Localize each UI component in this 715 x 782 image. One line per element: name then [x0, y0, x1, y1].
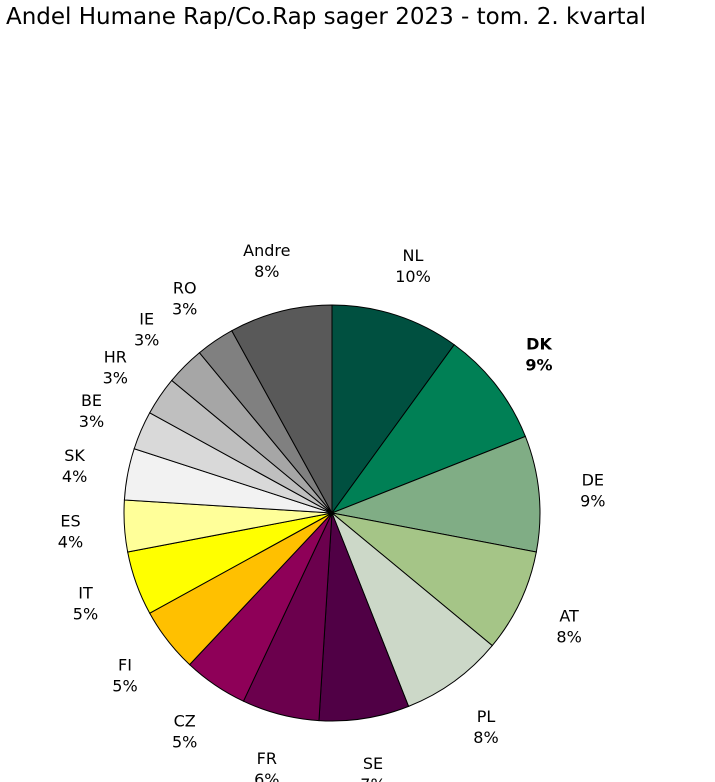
- slice-label-nl: NL 10%: [395, 246, 431, 286]
- slice-value: 3%: [79, 412, 104, 431]
- slice-name: FI: [118, 656, 132, 675]
- slice-label-at: AT 8%: [556, 607, 581, 647]
- slice-value: 3%: [103, 369, 128, 388]
- slice-value: 6%: [254, 770, 279, 782]
- slice-label-fi: FI 5%: [112, 656, 137, 696]
- slice-name: RO: [173, 278, 197, 297]
- slice-name: DK: [526, 334, 552, 353]
- slice-label-dk: DK 9%: [525, 334, 552, 374]
- slice-label-ie: IE 3%: [134, 310, 159, 350]
- slice-label-be: BE 3%: [79, 391, 104, 431]
- slice-value: 4%: [58, 533, 83, 552]
- slice-value: 4%: [62, 467, 87, 486]
- slice-label-es: ES 4%: [58, 512, 83, 552]
- slice-name: AT: [559, 607, 579, 626]
- pie-slice-nl: [331, 304, 455, 515]
- slice-label-sk: SK 4%: [62, 446, 87, 486]
- slice-label-andre: Andre 8%: [243, 241, 290, 281]
- slice-name: FR: [257, 749, 277, 768]
- pie-slices: [123, 304, 541, 722]
- slice-label-de: DE 9%: [580, 470, 605, 510]
- slice-name: DE: [582, 470, 604, 489]
- slice-name: ES: [60, 512, 80, 531]
- slice-value: 9%: [525, 355, 552, 374]
- slice-label-it: IT 5%: [73, 584, 98, 624]
- slice-value: 3%: [134, 331, 159, 350]
- slice-label-fr: FR 6%: [254, 749, 279, 782]
- slice-name: IE: [139, 310, 154, 329]
- slice-value: 9%: [580, 491, 605, 510]
- pie-labels: NL 10% DK 9% DE 9% AT 8% PL 8% SE 7% FR 6% CZ 5% FI 5% IT 5…: [58, 241, 606, 782]
- slice-label-cz: CZ 5%: [172, 712, 197, 752]
- slice-value: 8%: [254, 262, 279, 281]
- slice-name: BE: [81, 391, 102, 410]
- slice-value: 5%: [112, 677, 137, 696]
- slice-label-ro: RO 3%: [172, 278, 197, 318]
- slice-name: Andre: [243, 241, 290, 260]
- slice-name: NL: [403, 246, 424, 265]
- slice-value: 3%: [172, 299, 197, 318]
- slice-name: PL: [477, 707, 496, 726]
- chart-title: Andel Humane Rap/Co.Rap sager 2023 - tom…: [6, 4, 647, 30]
- pie-slice-dk: [330, 344, 527, 515]
- slice-label-pl: PL 8%: [473, 707, 498, 747]
- slice-name: SK: [64, 446, 85, 465]
- slice-name: SE: [363, 754, 383, 773]
- slice-name: HR: [104, 348, 127, 367]
- slice-value: 8%: [556, 628, 581, 647]
- slice-name: CZ: [174, 712, 196, 731]
- slice-value: 7%: [360, 775, 385, 782]
- slice-value: 8%: [473, 728, 498, 747]
- slice-name: IT: [78, 584, 93, 603]
- pie-slice-de: [330, 435, 541, 553]
- slice-value: 10%: [395, 267, 431, 286]
- pie-slice-pl: [331, 512, 493, 708]
- slice-label-se: SE 7%: [360, 754, 385, 782]
- pie-slice-at: [331, 512, 537, 647]
- slice-label-hr: HR 3%: [103, 348, 128, 388]
- pie-slice-andre: [231, 304, 333, 514]
- slice-value: 5%: [73, 605, 98, 624]
- slice-value: 5%: [172, 733, 197, 752]
